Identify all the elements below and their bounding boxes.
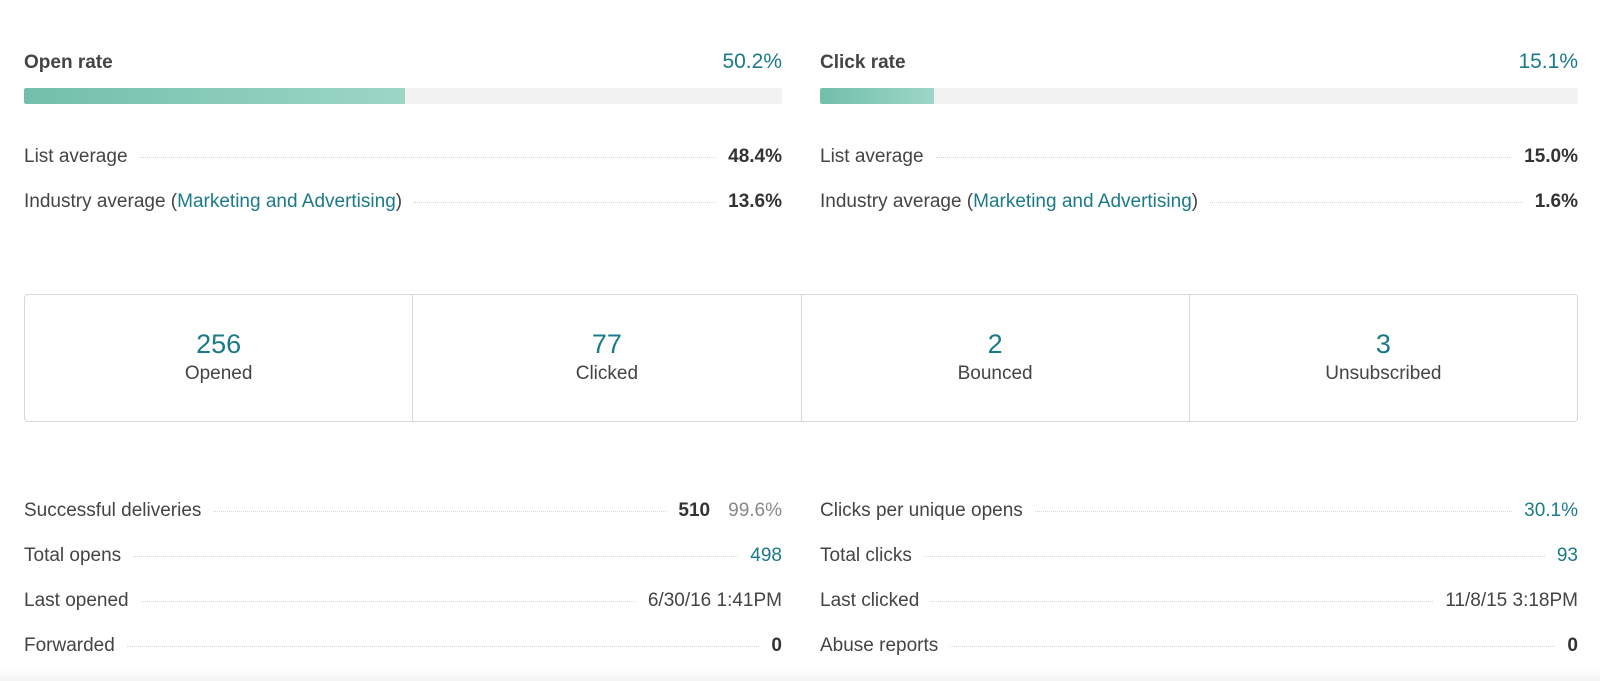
successful-deliveries-label: Successful deliveries bbox=[24, 500, 202, 521]
forwarded-value: 0 bbox=[771, 635, 782, 656]
click-industry-average-row: Industry average (Marketing and Advertis… bbox=[820, 191, 1578, 217]
open-rate-header: Open rate 50.2% bbox=[24, 50, 782, 78]
click-rate-bar-fill bbox=[820, 88, 935, 104]
dotted-leader bbox=[1210, 202, 1523, 203]
last-clicked-row: Last clicked 11/8/15 3:18PM bbox=[820, 590, 1578, 616]
click-rate-label: Click rate bbox=[820, 52, 906, 73]
industry-suffix: ) bbox=[1191, 191, 1199, 212]
total-clicks-link[interactable]: 93 bbox=[1556, 545, 1578, 566]
total-opens-label: Total opens bbox=[24, 545, 122, 566]
last-opened-label: Last opened bbox=[24, 590, 129, 611]
open-list-average-label: List average bbox=[24, 146, 128, 167]
dotted-leader bbox=[1034, 511, 1513, 512]
stat-unsubscribed-label: Unsubscribed bbox=[1325, 363, 1442, 384]
abuse-reports-label: Abuse reports bbox=[820, 635, 939, 656]
click-rate-bar bbox=[820, 88, 1578, 104]
open-list-average-value: 48.4% bbox=[728, 146, 782, 167]
successful-deliveries-value: 510 bbox=[678, 500, 711, 521]
last-opened-value: 6/30/16 1:41PM bbox=[647, 590, 782, 611]
industry-link[interactable]: Marketing and Advertising bbox=[973, 191, 1192, 212]
total-opens-row: Total opens 498 bbox=[24, 545, 782, 571]
industry-suffix: ) bbox=[395, 191, 403, 212]
industry-link[interactable]: Marketing and Advertising bbox=[177, 191, 396, 212]
stat-bounced-value: 2 bbox=[987, 329, 1003, 359]
total-clicks-row: Total clicks 93 bbox=[820, 545, 1578, 571]
dotted-leader bbox=[950, 646, 1556, 647]
dotted-leader bbox=[414, 202, 717, 203]
forwarded-row: Forwarded 0 bbox=[24, 635, 782, 661]
forwarded-label: Forwarded bbox=[24, 635, 115, 656]
industry-prefix: Industry average ( bbox=[820, 191, 974, 212]
click-industry-average-value: 1.6% bbox=[1534, 191, 1578, 212]
dotted-leader bbox=[935, 157, 1513, 158]
successful-deliveries-percent: 99.6% bbox=[728, 500, 782, 521]
stat-clicked-value: 77 bbox=[591, 329, 622, 359]
open-rate-label: Open rate bbox=[24, 52, 113, 73]
open-rate-value: 50.2% bbox=[722, 50, 782, 73]
stat-unsubscribed-value: 3 bbox=[1375, 329, 1391, 359]
dotted-leader bbox=[140, 601, 636, 602]
click-rate-header: Click rate 15.1% bbox=[820, 50, 1578, 78]
clicks-per-unique-opens-row: Clicks per unique opens 30.1% bbox=[820, 500, 1578, 526]
last-opened-row: Last opened 6/30/16 1:41PM bbox=[24, 590, 782, 616]
click-industry-average-label: Industry average (Marketing and Advertis… bbox=[820, 191, 1198, 213]
total-clicks-label: Total clicks bbox=[820, 545, 912, 566]
dotted-leader bbox=[133, 556, 739, 557]
industry-prefix: Industry average ( bbox=[24, 191, 178, 212]
stat-clicked[interactable]: 77 Clicked bbox=[413, 295, 802, 421]
successful-deliveries-row: Successful deliveries 510 99.6% bbox=[24, 500, 782, 526]
clicks-per-unique-opens-value: 30.1% bbox=[1524, 500, 1578, 521]
stat-unsubscribed[interactable]: 3 Unsubscribed bbox=[1190, 295, 1577, 421]
dotted-leader bbox=[126, 646, 760, 647]
click-list-average-label: List average bbox=[820, 146, 924, 167]
stat-bounced[interactable]: 2 Bounced bbox=[802, 295, 1190, 421]
open-industry-average-value: 13.6% bbox=[728, 191, 782, 212]
dotted-leader bbox=[931, 601, 1434, 602]
stat-bounced-label: Bounced bbox=[957, 363, 1033, 384]
open-rate-bar bbox=[24, 88, 782, 104]
open-industry-average-row: Industry average (Marketing and Advertis… bbox=[24, 191, 782, 217]
last-clicked-label: Last clicked bbox=[820, 590, 920, 611]
dotted-leader bbox=[213, 511, 667, 512]
total-opens-link[interactable]: 498 bbox=[750, 545, 782, 566]
open-rate-bar-fill bbox=[24, 88, 405, 104]
open-list-average-row: List average 48.4% bbox=[24, 146, 782, 172]
stat-opened-value: 256 bbox=[196, 329, 242, 359]
stat-opened[interactable]: 256 Opened bbox=[25, 295, 414, 421]
stat-clicked-label: Clicked bbox=[575, 363, 639, 384]
click-rate-value: 15.1% bbox=[1518, 50, 1578, 73]
click-list-average-row: List average 15.0% bbox=[820, 146, 1578, 172]
open-industry-average-label: Industry average (Marketing and Advertis… bbox=[24, 191, 402, 213]
abuse-reports-row: Abuse reports 0 bbox=[820, 635, 1578, 661]
click-list-average-value: 15.0% bbox=[1524, 146, 1578, 167]
stats-summary: 256 Opened 77 Clicked 2 Bounced 3 Unsubs… bbox=[24, 294, 1578, 422]
bottom-fade bbox=[0, 669, 1600, 681]
dotted-leader bbox=[139, 157, 717, 158]
last-clicked-value: 11/8/15 3:18PM bbox=[1445, 590, 1578, 611]
dotted-leader bbox=[923, 556, 1545, 557]
stat-opened-label: Opened bbox=[184, 363, 253, 384]
clicks-per-unique-opens-label: Clicks per unique opens bbox=[820, 500, 1023, 521]
abuse-reports-value: 0 bbox=[1567, 635, 1578, 656]
